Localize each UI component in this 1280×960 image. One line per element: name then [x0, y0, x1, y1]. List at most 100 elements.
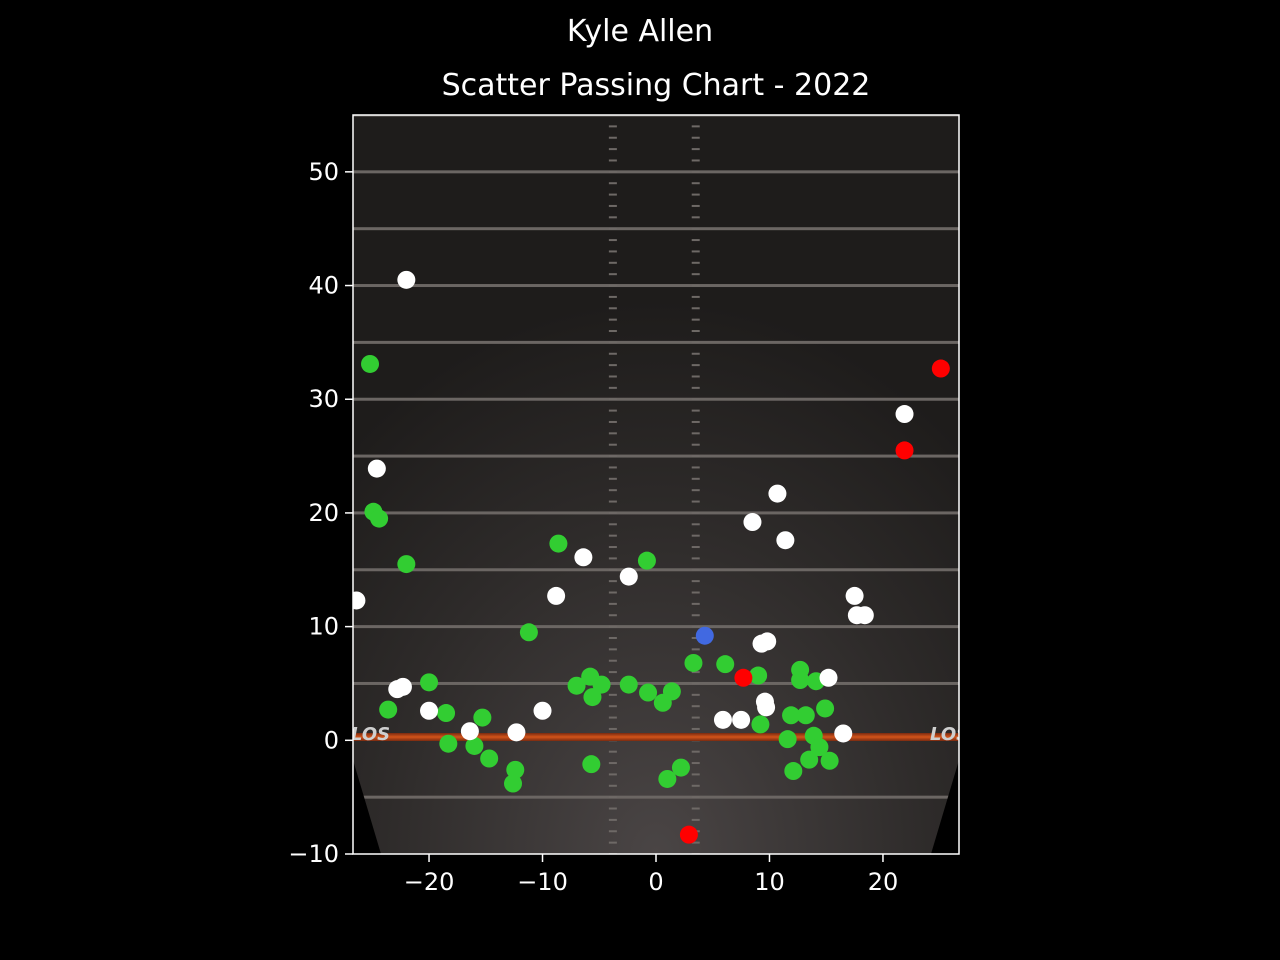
hash-mark	[691, 762, 700, 765]
scatter-point	[367, 459, 386, 478]
scatter-point	[658, 769, 677, 788]
yard-line	[353, 568, 959, 572]
hash-mark	[691, 386, 700, 389]
hash-mark	[608, 386, 617, 389]
hash-mark	[691, 591, 700, 594]
hash-mark	[608, 159, 617, 162]
hash-mark	[691, 841, 700, 844]
scatter-point	[895, 441, 914, 460]
hash-mark	[608, 170, 617, 173]
hash-mark	[691, 216, 700, 219]
scatter-point	[716, 655, 735, 674]
hash-mark	[608, 466, 617, 469]
hash-mark	[608, 489, 617, 492]
hash-mark	[608, 341, 617, 344]
scatter-point	[533, 701, 552, 720]
scatter-point	[370, 509, 389, 528]
scatter-point	[353, 591, 366, 610]
hash-mark	[608, 546, 617, 549]
y-tick-label: 20	[308, 499, 339, 527]
hash-mark	[608, 204, 617, 207]
hash-mark	[608, 432, 617, 435]
scatter-point	[507, 723, 526, 742]
yard-line	[353, 625, 959, 629]
scatter-point	[379, 700, 398, 719]
hash-mark	[691, 330, 700, 333]
hash-mark	[608, 273, 617, 276]
hash-mark	[691, 614, 700, 617]
hash-mark	[691, 318, 700, 321]
hash-mark	[691, 455, 700, 458]
hash-mark	[691, 500, 700, 503]
scatter-point	[695, 626, 714, 645]
hash-mark	[608, 216, 617, 219]
hash-mark	[691, 443, 700, 446]
hash-mark	[691, 818, 700, 821]
y-tick-label: 40	[308, 272, 339, 300]
hash-mark	[608, 659, 617, 662]
field-edge-left	[353, 760, 381, 854]
hash-mark	[691, 773, 700, 776]
yard-line	[353, 340, 959, 344]
hash-mark	[608, 625, 617, 628]
hash-mark	[691, 364, 700, 367]
hash-mark	[691, 750, 700, 753]
scatter-point	[778, 730, 797, 749]
y-axis: −10 0 10 20 30 40 50	[288, 158, 353, 868]
hash-mark	[691, 602, 700, 605]
hash-mark	[608, 580, 617, 583]
hash-mark	[608, 261, 617, 264]
hash-mark	[608, 602, 617, 605]
hash-mark	[608, 295, 617, 298]
hash-mark	[691, 307, 700, 310]
scatter-point	[460, 722, 479, 741]
scatter-point	[637, 551, 656, 570]
scatter-point	[758, 632, 777, 651]
hash-mark	[691, 807, 700, 810]
hash-mark	[608, 364, 617, 367]
hash-mark	[608, 648, 617, 651]
hash-mark	[608, 182, 617, 185]
y-tick-label: 30	[308, 385, 339, 413]
scatter-point	[784, 762, 803, 781]
hash-mark	[691, 136, 700, 139]
scatter-point	[816, 699, 835, 718]
scatter-point	[397, 270, 416, 289]
yard-line	[353, 454, 959, 458]
hash-mark	[608, 477, 617, 480]
hash-mark	[691, 239, 700, 242]
hash-mark	[608, 534, 617, 537]
hash-mark	[691, 693, 700, 696]
hash-mark	[691, 636, 700, 639]
hash-mark	[608, 682, 617, 685]
hash-mark	[691, 796, 700, 799]
hash-mark	[608, 796, 617, 799]
hash-mark	[608, 250, 617, 253]
line-of-scrimmage	[353, 733, 959, 741]
hash-mark	[608, 716, 617, 719]
scatter-point	[679, 825, 698, 844]
scatter-point	[819, 668, 838, 687]
y-tick-label: 0	[324, 726, 339, 754]
hash-mark	[691, 546, 700, 549]
hash-mark	[608, 420, 617, 423]
hash-mark	[691, 671, 700, 674]
hash-mark	[691, 261, 700, 264]
scatter-point	[796, 706, 815, 725]
scatter-point	[820, 751, 839, 770]
scatter-point	[504, 774, 523, 793]
hash-mark	[608, 455, 617, 458]
hash-mark	[608, 568, 617, 571]
hash-mark	[691, 727, 700, 730]
chart-title: Scatter Passing Chart - 2022	[441, 68, 871, 103]
scatter-point	[800, 750, 819, 769]
hash-mark	[608, 830, 617, 833]
hash-mark	[691, 625, 700, 628]
hash-mark	[608, 398, 617, 401]
y-tick-label: 10	[308, 613, 339, 641]
scatter-point	[480, 749, 499, 768]
hash-mark	[608, 807, 617, 810]
hash-mark	[608, 284, 617, 287]
hash-mark	[691, 420, 700, 423]
